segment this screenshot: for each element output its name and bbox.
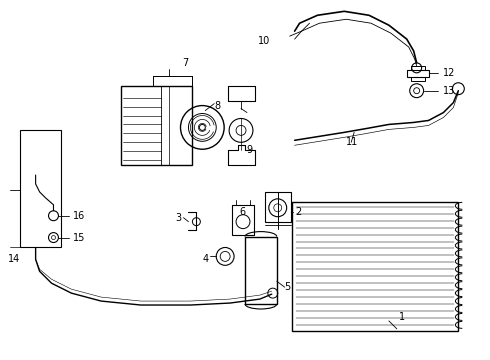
Text: 10: 10 — [258, 36, 270, 46]
Text: 12: 12 — [442, 68, 455, 78]
Text: 16: 16 — [74, 211, 86, 221]
Text: 4: 4 — [202, 255, 208, 264]
Text: 9: 9 — [246, 145, 252, 155]
Bar — [292, 202, 458, 331]
Text: 3: 3 — [175, 213, 181, 223]
Bar — [20, 130, 61, 247]
Text: 13: 13 — [442, 86, 455, 96]
Bar — [245, 237, 277, 304]
Text: 5: 5 — [284, 282, 290, 292]
Bar — [411, 77, 425, 81]
Bar — [411, 66, 425, 70]
Text: 8: 8 — [214, 100, 220, 111]
Text: 2: 2 — [295, 207, 302, 217]
Bar — [265, 192, 291, 222]
Text: 11: 11 — [346, 137, 358, 147]
Text: 15: 15 — [74, 233, 86, 243]
Text: 6: 6 — [239, 207, 245, 217]
Text: 1: 1 — [399, 312, 405, 322]
Text: 14: 14 — [8, 255, 20, 264]
Bar — [121, 86, 193, 165]
Bar — [232, 205, 254, 235]
Bar — [407, 70, 429, 77]
Text: 7: 7 — [182, 58, 189, 68]
